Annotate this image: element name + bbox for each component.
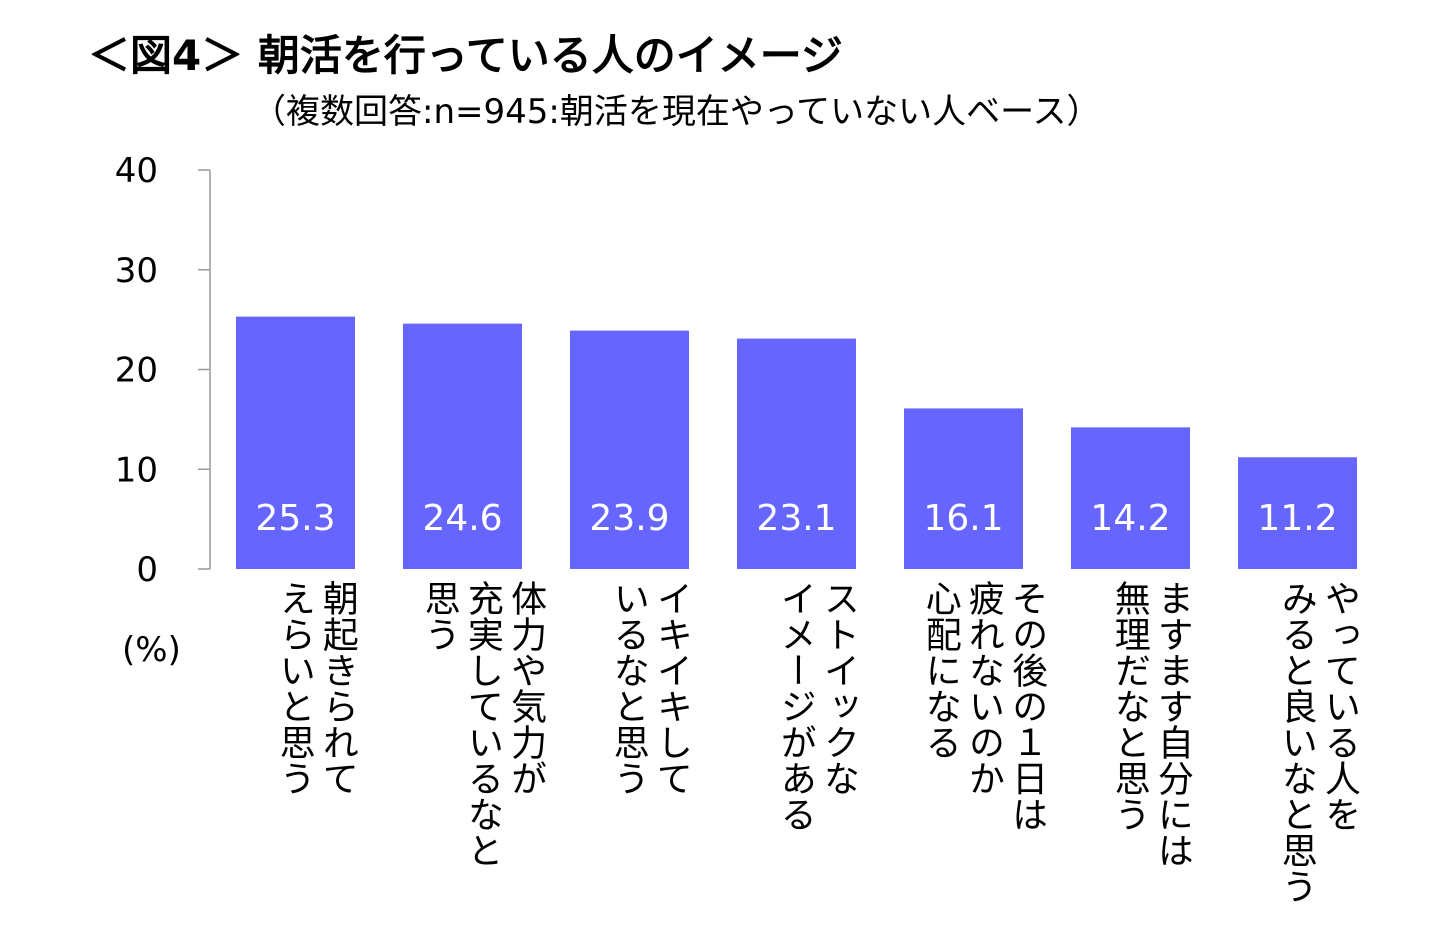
category-label-line: イキイキして: [650, 580, 692, 796]
bar-value-label: 23.1: [756, 498, 836, 539]
y-tick-label: 0: [136, 550, 158, 590]
category-label-line: 体力や気力が: [505, 580, 547, 796]
category-label-line: 朝起きられて: [316, 580, 358, 796]
category-label-line: 疲れないのか: [962, 580, 1004, 796]
bar: [403, 323, 522, 569]
y-tick-label: 10: [115, 450, 158, 490]
category-label-line: みると良いなと思う: [1275, 580, 1317, 904]
bar-value-label: 16.1: [923, 498, 1003, 539]
bar: [1238, 457, 1357, 569]
bar-value-label: 25.3: [255, 498, 335, 539]
category-label: 朝起きられて えらいと思う: [273, 580, 359, 796]
category-label-line: ますます自分には: [1151, 580, 1193, 868]
y-tick-label: 20: [115, 351, 158, 391]
bar-value-label: 23.9: [589, 498, 669, 539]
chart-title: ＜図4＞ 朝活を行っている人のイメージ: [88, 31, 843, 80]
category-label: ますます自分には 無理だなと思う: [1108, 580, 1194, 868]
category-label-line: やっている人を: [1318, 580, 1360, 832]
category-label-line: 無理だなと思う: [1108, 580, 1150, 832]
category-label: その後の１日は 疲れないのか 心配になる: [919, 580, 1049, 832]
bar: [1071, 427, 1190, 569]
chart-subtitle: （複数回答:n=945:朝活を現在やっていない人ベース）: [252, 92, 1101, 132]
bar: [570, 330, 689, 569]
bar-value-label: 24.6: [422, 498, 502, 539]
category-label-line: イメージがある: [774, 580, 816, 832]
category-label-line: 心配になる: [919, 580, 961, 760]
category-label: イキイキして いるなと思う: [607, 580, 693, 796]
category-label-line: 思う: [418, 580, 460, 652]
y-tick-label: 40: [115, 151, 158, 191]
category-label-line: えらいと思う: [273, 580, 315, 796]
y-tick-label: 30: [115, 251, 158, 291]
category-label: やっている人を みると良いなと思う: [1275, 580, 1361, 904]
bar-value-label: 11.2: [1257, 498, 1337, 539]
bar: [904, 408, 1023, 569]
y-axis-unit-label: (%): [122, 630, 181, 670]
category-label-line: 充実しているなと: [461, 580, 503, 868]
category-label-line: ストイックな: [817, 580, 859, 796]
category-label-line: いるなと思う: [607, 580, 649, 796]
bar: [236, 316, 355, 569]
category-label: ストイックな イメージがある: [774, 580, 860, 832]
bar: [737, 338, 856, 569]
category-label-line: その後の１日は: [1006, 580, 1048, 832]
category-label: 体力や気力が 充実しているなと 思う: [418, 580, 548, 868]
bar-value-label: 14.2: [1090, 498, 1170, 539]
